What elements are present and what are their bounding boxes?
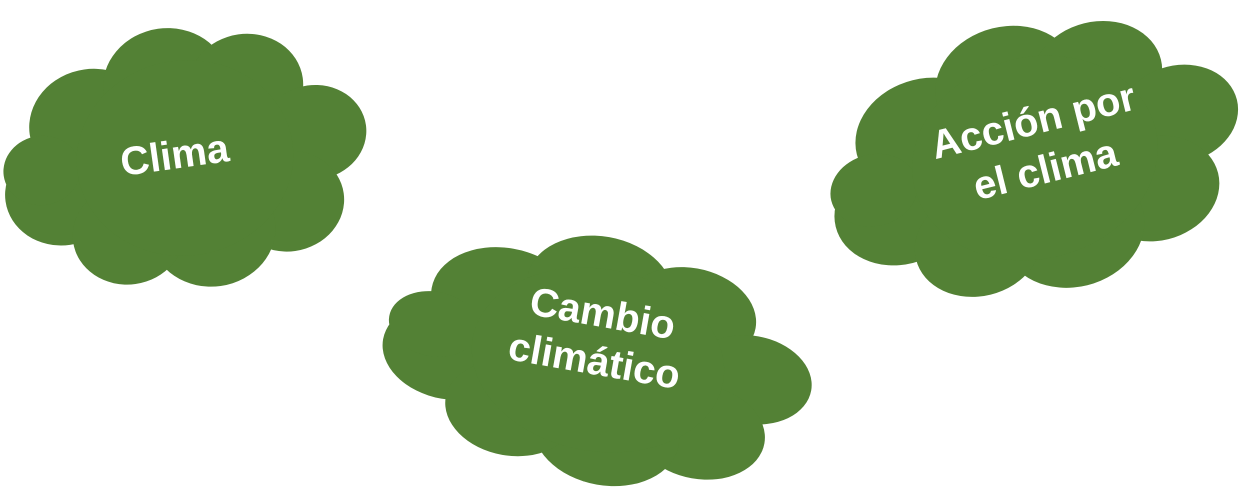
clouds: [0, 0, 1247, 504]
diagram: ClimaCambioclimáticoAcción porel clima: [0, 0, 1247, 504]
